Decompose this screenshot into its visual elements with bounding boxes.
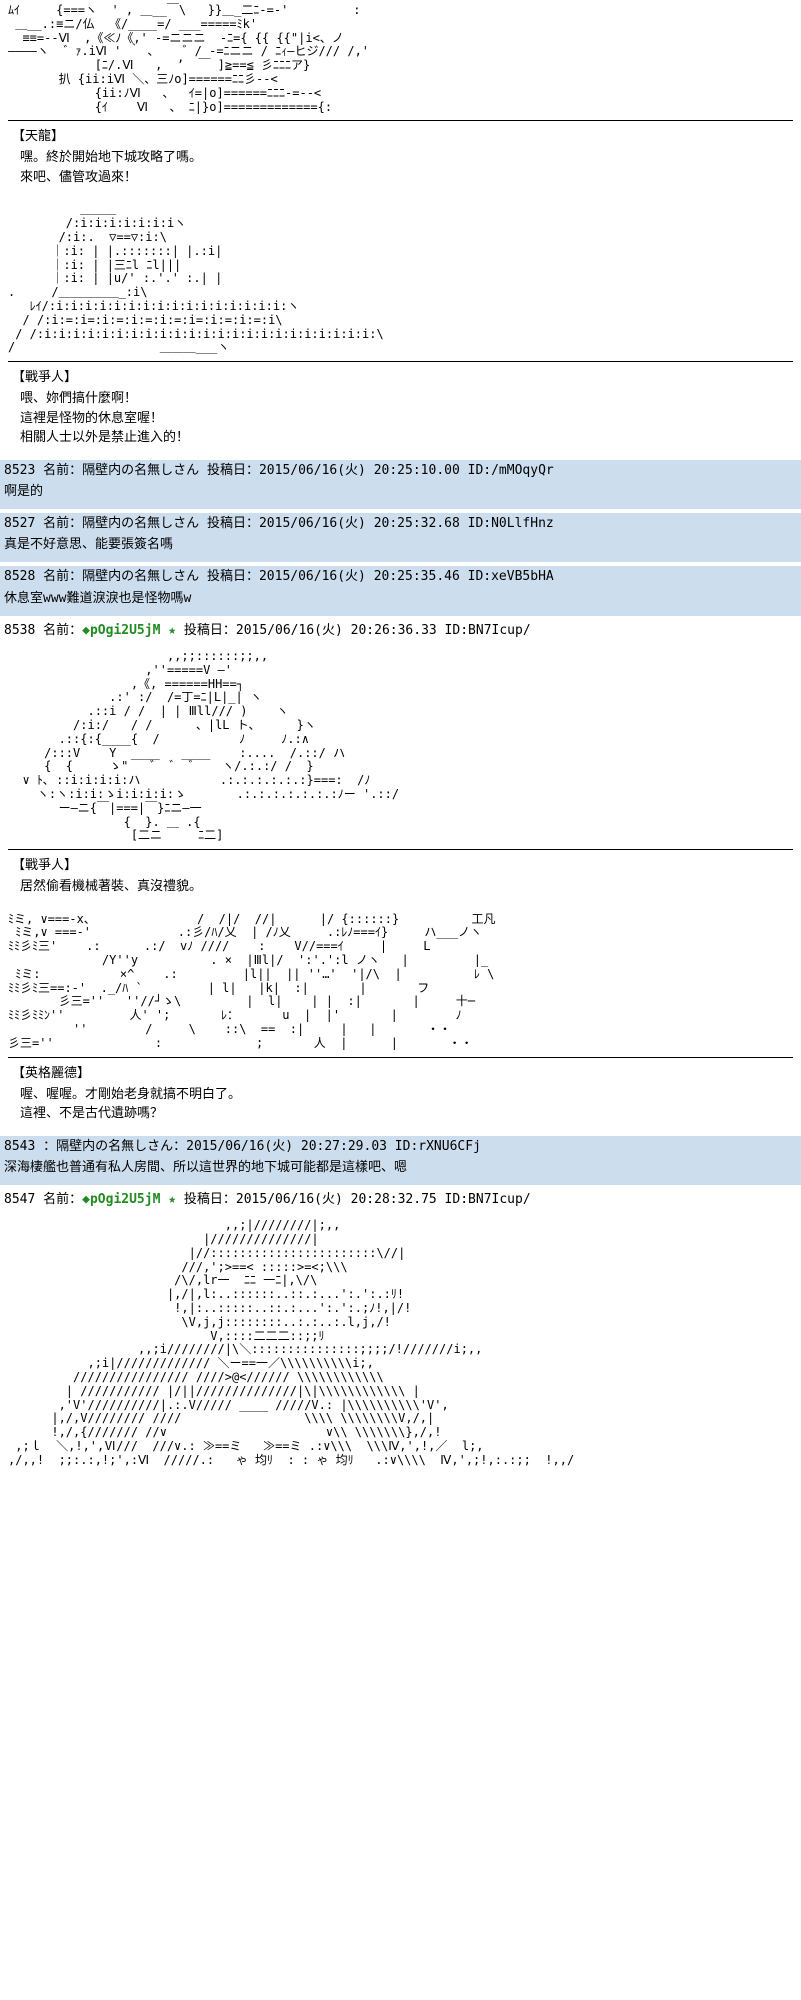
reply-post: 8543 ：隔壁内の名無しさん：2015/06/16(火) 20:27:29.0…: [0, 1136, 801, 1185]
ascii-art-final: ,,;|////////|;,, |//////////////| |//:::…: [0, 1215, 801, 1471]
divider: [8, 120, 793, 121]
ascii-art-warman1: ＿＿＿ /:i:i:i:i:i:i:iヽ /:i:. ▽==▽:i:\ ｜:i:…: [0, 199, 801, 359]
character-name: 【戰爭人】: [0, 852, 801, 875]
character-name: 【戰爭人】: [0, 364, 801, 387]
character-name: 【英格麗德】: [0, 1060, 801, 1083]
tripcode: ◆pOgi2U5jM ★: [82, 623, 176, 638]
post-header: 8547 名前：◆pOgi2U5jM ★ 投稿日：2015/06/16(火) 2…: [0, 1189, 801, 1211]
ascii-art-ingrid: ﾐミ, ∨===-x、 / /|/ //| |/ {::::::} 工凡 ﾐミ,…: [0, 909, 801, 1055]
post-header: 8543 ：隔壁内の名無しさん：2015/06/16(火) 20:27:29.0…: [0, 1136, 801, 1158]
dialogue-text: 居然偷看機械著裝、真沒禮貌。: [0, 875, 801, 909]
divider: [8, 361, 793, 362]
ascii-art-tenryuu: ﾑｲ {===ヽ ' , ＿__￣\ }}＿_二ﾆ-=-' : ＿__.:≡ニ/…: [0, 0, 801, 118]
reply-post: 8523 名前：隔壁内の名無しさん 投稿日：2015/06/16(火) 20:2…: [0, 460, 801, 509]
dialogue-text: 喂、妳們搞什麼啊！ 這裡是怪物的休息室喔！ 相關人士以外是禁止進入的！: [0, 387, 801, 460]
post-body: 深海棲艦也普通有私人房間、所以這世界的地下城可能都是這樣吧、嗯: [0, 1158, 801, 1185]
post-body: 啊是的: [0, 482, 801, 509]
post-body: 真是不好意思、能要張簽名嗎: [0, 535, 801, 562]
post-header: 8528 名前：隔壁内の名無しさん 投稿日：2015/06/16(火) 20:2…: [0, 566, 801, 588]
dialogue-text: 嘿。終於開始地下城攻略了嗎。 來吧、儘管攻過來！: [0, 146, 801, 199]
post-header: 8538 名前：◆pOgi2U5jM ★ 投稿日：2015/06/16(火) 2…: [0, 620, 801, 642]
divider: [8, 849, 793, 850]
post-header: 8527 名前：隔壁内の名無しさん 投稿日：2015/06/16(火) 20:2…: [0, 513, 801, 535]
divider: [8, 1057, 793, 1058]
ascii-art-warman2: ,,;;::::::;;,, ,''=====V ―' ,《, ======HH…: [0, 646, 801, 847]
tripcode: ◆pOgi2U5jM ★: [82, 1192, 176, 1207]
post-header: 8523 名前：隔壁内の名無しさん 投稿日：2015/06/16(火) 20:2…: [0, 460, 801, 482]
character-name: 【天龍】: [0, 123, 801, 146]
main-post: 8538 名前：◆pOgi2U5jM ★ 投稿日：2015/06/16(火) 2…: [0, 620, 801, 642]
reply-post: 8528 名前：隔壁内の名無しさん 投稿日：2015/06/16(火) 20:2…: [0, 566, 801, 615]
reply-post: 8527 名前：隔壁内の名無しさん 投稿日：2015/06/16(火) 20:2…: [0, 513, 801, 562]
post-body: 休息室www難道淚淚也是怪物嗎w: [0, 589, 801, 616]
dialogue-text: 喔、喔喔。才剛始老身就搞不明白了。 這裡、不是古代遺跡嗎？: [0, 1083, 801, 1136]
main-post: 8547 名前：◆pOgi2U5jM ★ 投稿日：2015/06/16(火) 2…: [0, 1189, 801, 1211]
